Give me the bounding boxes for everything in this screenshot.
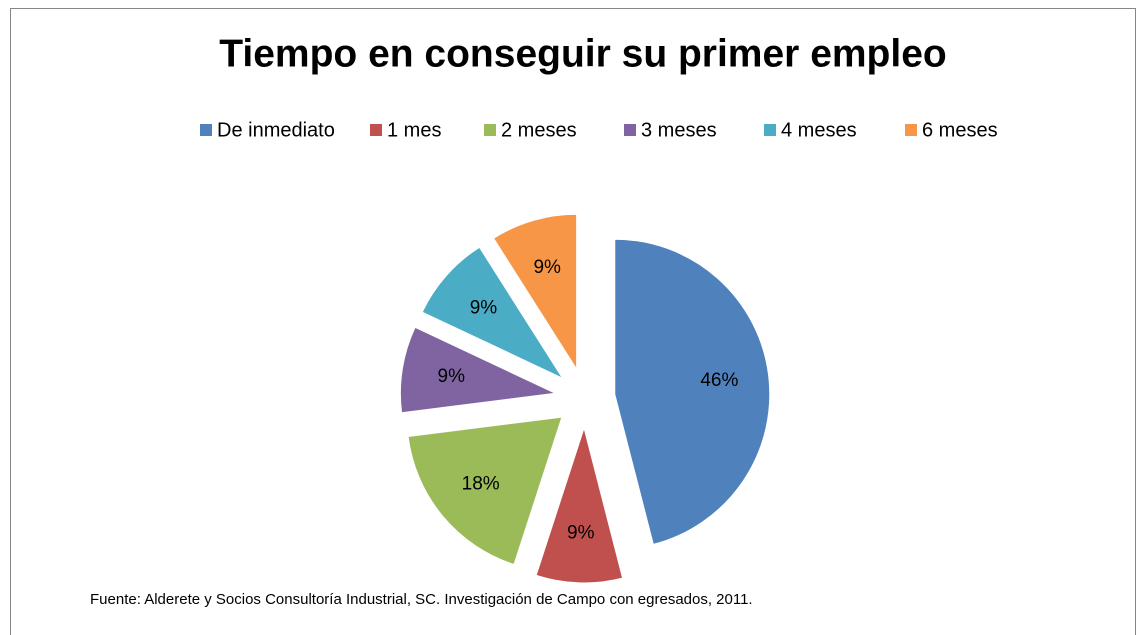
pie-slice	[407, 416, 563, 566]
data-label: 9%	[470, 297, 498, 318]
pie-slice	[421, 246, 564, 380]
data-label: 9%	[438, 366, 466, 387]
data-label: 9%	[567, 522, 595, 543]
data-label: 46%	[700, 370, 738, 391]
legend-swatch	[624, 124, 636, 136]
data-label: 9%	[533, 257, 561, 278]
data-label: 18%	[462, 473, 500, 494]
legend-label: De inmediato	[217, 119, 335, 141]
legend-swatch	[905, 124, 917, 136]
legend-swatch	[484, 124, 496, 136]
pie-slice	[614, 238, 771, 545]
pie-slice	[535, 426, 624, 584]
pie-slice	[399, 326, 558, 414]
legend-label: 6 meses	[922, 119, 998, 141]
source-note: Fuente: Alderete y Socios Consultoría In…	[90, 591, 753, 608]
legend-label: 1 mes	[387, 119, 441, 141]
chart-title: Tiempo en conseguir su primer empleo	[219, 32, 946, 75]
legend-label: 3 meses	[641, 119, 717, 141]
legend-label: 2 meses	[501, 119, 577, 141]
pie-slice	[492, 213, 578, 371]
legend-label: 4 meses	[781, 119, 857, 141]
legend-swatch	[370, 124, 382, 136]
legend-swatch	[200, 124, 212, 136]
legend-swatch	[764, 124, 776, 136]
